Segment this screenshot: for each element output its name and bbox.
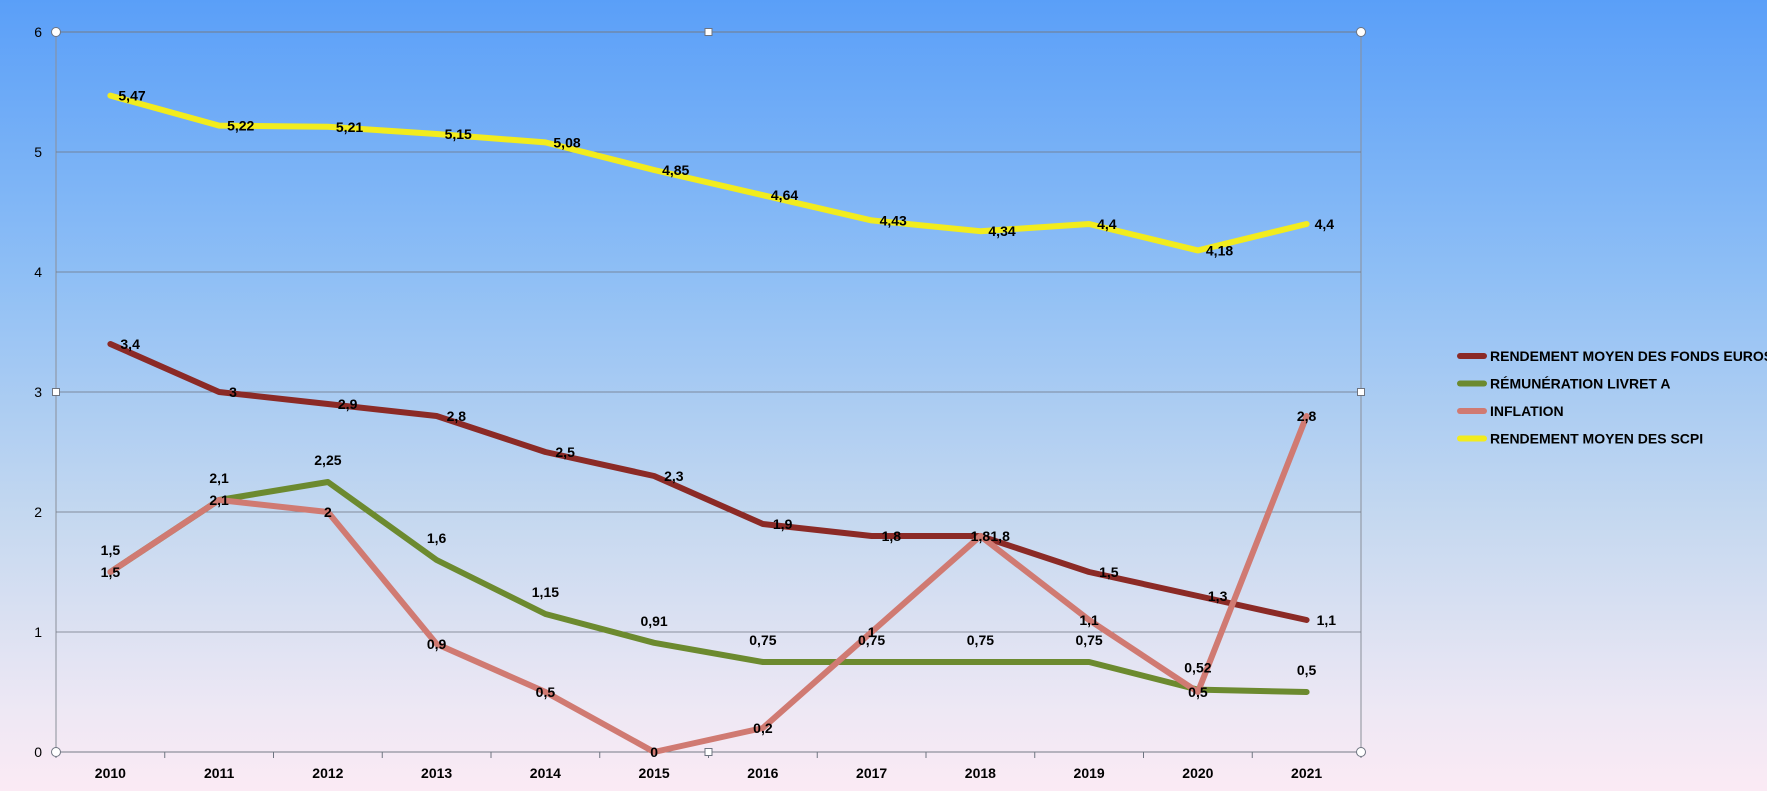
data-label: 5,22 bbox=[227, 118, 254, 134]
data-label: 1,1 bbox=[1317, 612, 1337, 628]
data-label: 0,5 bbox=[1188, 684, 1208, 700]
data-label: 0,2 bbox=[753, 720, 773, 736]
x-tick-label: 2020 bbox=[1182, 765, 1213, 781]
data-label: 1,5 bbox=[101, 542, 121, 558]
data-label: 0,9 bbox=[427, 636, 447, 652]
data-label: 5,08 bbox=[553, 134, 580, 150]
data-label: 0,75 bbox=[967, 632, 994, 648]
legend: RENDEMENT MOYEN DES FONDS EUROS RÉMUNÉRAT… bbox=[1457, 348, 1767, 447]
selection-handles[interactable] bbox=[51, 27, 1366, 757]
data-label: 0,5 bbox=[1297, 662, 1317, 678]
legend-entry: RENDEMENT MOYEN DES SCPI bbox=[1490, 431, 1703, 447]
data-label: 5,47 bbox=[118, 88, 145, 104]
series-line bbox=[107, 413, 1310, 755]
x-tick-label: 2018 bbox=[965, 765, 996, 781]
data-label: 1 bbox=[868, 624, 876, 640]
resize-handle-corner[interactable] bbox=[51, 27, 61, 37]
data-label: 1,15 bbox=[532, 584, 559, 600]
data-label: 0,5 bbox=[536, 684, 556, 700]
x-tick-label: 2013 bbox=[421, 765, 452, 781]
data-label: 2,9 bbox=[338, 396, 358, 412]
y-tick-label: 0 bbox=[34, 744, 42, 760]
data-label: 4,4 bbox=[1097, 216, 1117, 232]
data-label: 0 bbox=[650, 744, 658, 760]
data-label: 2,8 bbox=[1297, 408, 1317, 424]
series-line bbox=[107, 341, 1310, 623]
data-label: 4,85 bbox=[662, 162, 689, 178]
data-label: 2 bbox=[324, 504, 332, 520]
data-label: 1,1 bbox=[1079, 612, 1099, 628]
resize-handle-edge[interactable] bbox=[52, 388, 60, 396]
data-label: 1,5 bbox=[101, 564, 121, 580]
data-label: 0,52 bbox=[1184, 660, 1211, 676]
data-label: 2,3 bbox=[664, 468, 684, 484]
x-tick-label: 2014 bbox=[530, 765, 561, 781]
legend-entry: RENDEMENT MOYEN DES FONDS EUROS bbox=[1490, 348, 1767, 364]
y-tick-label: 2 bbox=[34, 504, 42, 520]
legend-entry: RÉMUNÉRATION LIVRET A bbox=[1490, 376, 1670, 392]
data-label: 1,9 bbox=[773, 516, 793, 532]
x-tick-label: 2011 bbox=[204, 765, 235, 781]
data-labels: 3,432,92,82,52,31,91,8 1,81,51,31,11,52,1… bbox=[101, 88, 1337, 760]
x-tick-label: 2017 bbox=[856, 765, 887, 781]
series-line bbox=[107, 479, 1310, 695]
data-label: 4,18 bbox=[1206, 242, 1233, 258]
data-label: 2,5 bbox=[555, 444, 575, 460]
series-lines bbox=[107, 92, 1310, 755]
x-tick-label: 2015 bbox=[639, 765, 670, 781]
data-label: 2,25 bbox=[314, 452, 341, 468]
data-label: 4,34 bbox=[988, 223, 1015, 239]
y-tick-label: 6 bbox=[34, 24, 42, 40]
data-label: 5,15 bbox=[445, 126, 472, 142]
data-label: 2,1 bbox=[209, 470, 229, 486]
data-label: 2,1 bbox=[209, 492, 229, 508]
legend-entry: INFLATION bbox=[1490, 403, 1564, 419]
data-label: 0,75 bbox=[858, 632, 885, 648]
x-tick-label: 2021 bbox=[1291, 765, 1322, 781]
data-label: 0,75 bbox=[1075, 632, 1102, 648]
data-label: 3 bbox=[229, 384, 237, 400]
y-tick-label: 1 bbox=[34, 624, 42, 640]
data-label: 4,4 bbox=[1315, 216, 1335, 232]
x-tick-label: 2016 bbox=[747, 765, 778, 781]
data-label: 3,4 bbox=[120, 336, 140, 352]
resize-handle-corner[interactable] bbox=[1356, 747, 1366, 757]
data-label: 1,8 bbox=[882, 528, 902, 544]
x-tick-label: 2010 bbox=[95, 765, 126, 781]
x-tick-label: 2019 bbox=[1074, 765, 1105, 781]
data-label: 2,8 bbox=[447, 408, 467, 424]
resize-handle-corner[interactable] bbox=[1356, 27, 1366, 37]
data-label: 1,3 bbox=[1208, 588, 1228, 604]
data-label: 1,6 bbox=[427, 530, 447, 546]
data-label: 1,8 bbox=[971, 528, 991, 544]
data-label: 4,43 bbox=[880, 212, 907, 228]
data-label: 4,64 bbox=[771, 187, 798, 203]
resize-handle-edge[interactable] bbox=[704, 28, 713, 36]
gridlines bbox=[55, 31, 1362, 753]
data-label: 0,75 bbox=[749, 632, 776, 648]
x-tick-label: 2012 bbox=[312, 765, 343, 781]
data-label: 0,91 bbox=[640, 613, 667, 629]
y-tick-label: 3 bbox=[34, 384, 42, 400]
resize-handle-edge[interactable] bbox=[1357, 388, 1365, 396]
y-tick-label: 5 bbox=[34, 144, 42, 160]
resize-handle-edge[interactable] bbox=[704, 748, 713, 756]
data-label: 5,21 bbox=[336, 119, 363, 135]
data-label: 1,5 bbox=[1099, 564, 1119, 580]
y-tick-label: 4 bbox=[34, 264, 42, 280]
series-line bbox=[107, 92, 1310, 254]
data-label: 1,8 bbox=[990, 528, 1010, 544]
resize-handle-corner[interactable] bbox=[51, 747, 61, 757]
